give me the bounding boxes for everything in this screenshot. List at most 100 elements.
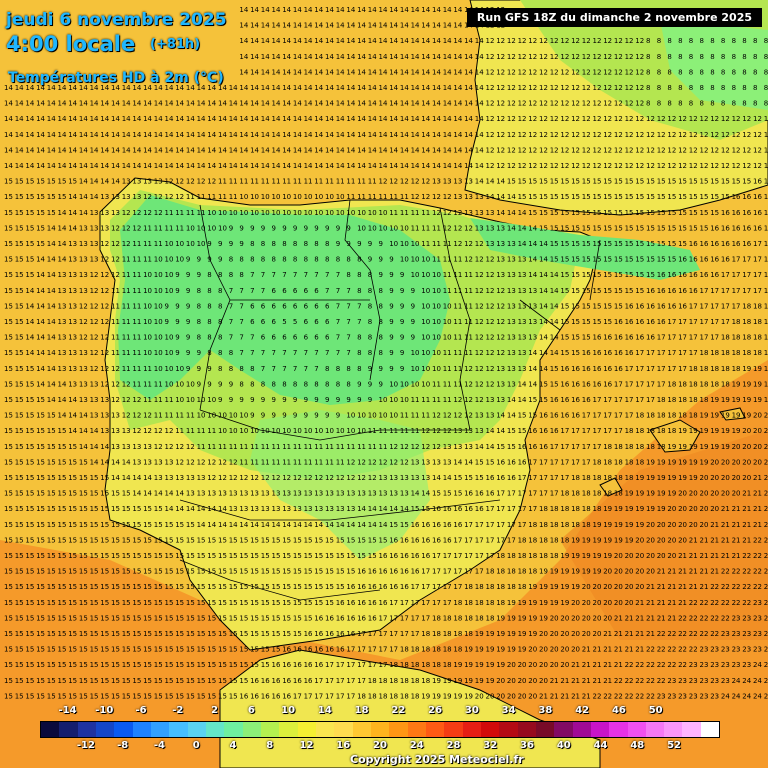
svg-text:15: 15 [4,677,13,685]
svg-text:17: 17 [518,490,527,498]
svg-text:14: 14 [389,115,398,123]
svg-text:14: 14 [272,53,281,61]
svg-text:22: 22 [732,599,741,607]
svg-text:17: 17 [379,614,388,622]
svg-text:15: 15 [25,646,34,654]
legend-tick-lower: 24 [409,740,424,751]
svg-text:13: 13 [486,396,495,404]
svg-text:15: 15 [132,646,141,654]
svg-text:15: 15 [304,614,313,622]
svg-text:15: 15 [100,490,109,498]
parameter-title: Températures HD à 2m (°C) [8,70,224,86]
svg-text:17: 17 [421,568,430,576]
svg-text:7: 7 [293,271,297,279]
svg-text:15: 15 [4,334,13,342]
svg-text:12: 12 [400,178,409,186]
svg-text:15: 15 [47,677,56,685]
svg-text:10: 10 [389,240,398,248]
svg-text:14: 14 [79,162,88,170]
svg-text:15: 15 [689,209,698,217]
svg-text:12: 12 [582,131,591,139]
svg-text:8: 8 [753,68,757,76]
svg-text:17: 17 [571,443,580,451]
svg-text:7: 7 [293,365,297,373]
svg-text:18: 18 [389,692,398,700]
svg-text:14: 14 [357,22,366,30]
svg-text:12: 12 [614,100,623,108]
svg-text:11: 11 [272,443,281,451]
svg-text:14: 14 [207,115,216,123]
svg-text:8: 8 [207,302,211,310]
svg-text:15: 15 [15,334,24,342]
svg-text:15: 15 [165,521,174,529]
svg-text:14: 14 [47,271,56,279]
svg-text:19: 19 [710,427,719,435]
svg-text:19: 19 [667,443,676,451]
svg-text:7: 7 [272,349,276,357]
svg-text:19: 19 [464,677,473,685]
svg-text:18: 18 [539,552,548,560]
svg-text:12: 12 [603,68,612,76]
svg-text:11: 11 [122,287,131,295]
svg-text:19: 19 [625,521,634,529]
svg-text:15: 15 [261,614,270,622]
svg-text:16: 16 [710,240,719,248]
svg-text:15: 15 [15,427,24,435]
svg-text:20: 20 [625,599,634,607]
svg-text:15: 15 [36,646,45,654]
svg-text:19: 19 [486,630,495,638]
svg-text:14: 14 [464,68,473,76]
svg-text:12: 12 [368,474,377,482]
svg-text:17: 17 [411,614,420,622]
svg-text:10: 10 [282,209,291,217]
svg-text:17: 17 [753,240,762,248]
svg-text:18: 18 [753,318,762,326]
legend-swatch [554,722,573,737]
svg-text:13: 13 [443,178,452,186]
svg-text:14: 14 [47,131,56,139]
svg-text:21: 21 [571,661,580,669]
svg-text:9: 9 [207,240,211,248]
svg-text:12: 12 [100,256,109,264]
svg-text:14: 14 [368,84,377,92]
svg-text:14: 14 [90,146,99,154]
svg-text:14: 14 [357,115,366,123]
svg-text:21: 21 [721,505,730,513]
legend-swatch [95,722,115,737]
svg-text:22: 22 [635,677,644,685]
svg-text:9: 9 [346,396,350,404]
svg-text:14: 14 [357,6,366,14]
svg-text:12: 12 [625,115,634,123]
svg-text:14: 14 [453,53,462,61]
svg-text:14: 14 [507,224,516,232]
svg-text:10: 10 [411,271,420,279]
svg-text:7: 7 [250,334,254,342]
svg-text:20: 20 [700,490,709,498]
svg-text:17: 17 [689,334,698,342]
svg-text:20: 20 [518,661,527,669]
svg-text:24: 24 [764,646,768,654]
svg-text:15: 15 [36,521,45,529]
svg-text:13: 13 [100,193,109,201]
svg-text:15: 15 [593,240,602,248]
svg-text:18: 18 [379,677,388,685]
svg-text:14: 14 [47,396,56,404]
svg-text:23: 23 [721,630,730,638]
svg-text:20: 20 [700,505,709,513]
svg-text:14: 14 [218,162,227,170]
svg-text:9: 9 [207,380,211,388]
svg-text:14: 14 [550,271,559,279]
svg-text:14: 14 [314,84,323,92]
svg-text:12: 12 [625,146,634,154]
svg-text:11: 11 [379,443,388,451]
svg-text:15: 15 [90,661,99,669]
svg-text:23: 23 [678,677,687,685]
svg-text:14: 14 [239,6,248,14]
svg-text:11: 11 [122,302,131,310]
svg-text:15: 15 [90,521,99,529]
svg-text:21: 21 [625,614,634,622]
svg-text:19: 19 [614,536,623,544]
svg-text:11: 11 [197,193,206,201]
svg-text:11: 11 [154,412,163,420]
svg-text:18: 18 [507,552,516,560]
